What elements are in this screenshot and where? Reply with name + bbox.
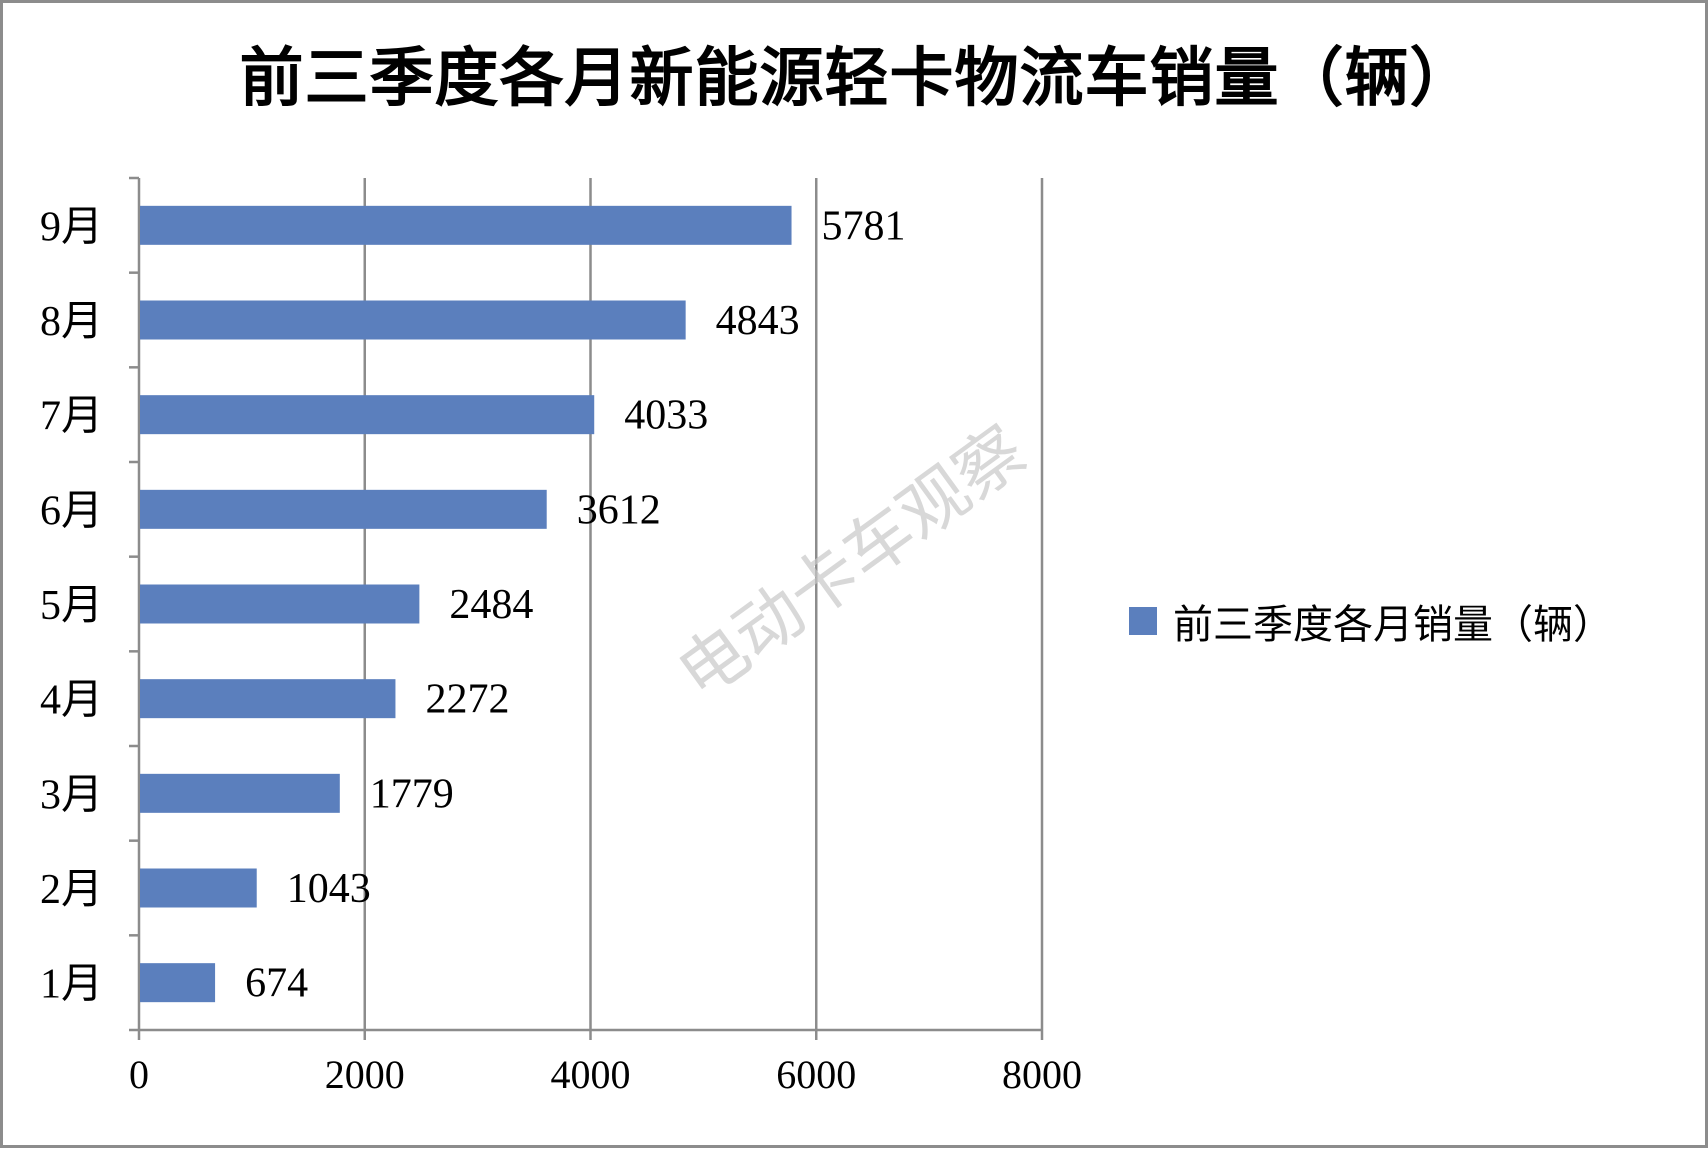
category-label-4: 4月 [40,678,103,724]
bar-2 [140,868,257,908]
bar-4 [140,679,396,719]
bar-9 [140,205,792,245]
category-label-5: 5月 [40,583,103,629]
bar-8 [140,300,686,340]
data-label-7: 4033 [624,393,708,439]
data-label-4: 2272 [425,677,509,723]
data-label-6: 3612 [577,487,661,533]
data-label-5: 2484 [449,582,533,628]
category-label-1: 1月 [40,962,103,1008]
x-tick-label-8000: 8000 [1002,1052,1082,1097]
x-tick-label-4000: 4000 [551,1052,631,1097]
bar-7 [140,395,595,435]
bar-6 [140,489,547,529]
category-label-8: 8月 [40,299,103,345]
chart-title: 前三季度各月新能源轻卡物流车销量（辆） [239,42,1475,116]
category-label-3: 3月 [40,772,103,818]
data-label-1: 674 [245,961,308,1007]
x-tick-label-6000: 6000 [776,1052,856,1097]
bar-1 [140,963,216,1003]
bars [140,205,792,1003]
data-labels: 674 1043 1779 2272 2484 3612 4033 4843 5781 [245,203,905,1006]
category-label-2: 2月 [40,867,103,913]
bar-5 [140,584,420,624]
data-label-9: 5781 [822,203,906,249]
plot-area: 0 2000 4000 6000 8000 1月 2月 3月 4月 5月 6月 7月 8月 9月 674 1… [40,176,1082,1097]
category-label-7: 7月 [40,394,103,440]
data-label-3: 1779 [370,771,454,817]
category-label-9: 9月 [40,204,103,250]
x-tick-label-2000: 2000 [325,1052,405,1097]
bar-3 [140,773,340,813]
legend: 前三季度各月销量（辆） [1129,593,1613,649]
x-tick-label-0: 0 [129,1052,149,1097]
data-label-8: 4843 [716,298,800,344]
category-label-6: 6月 [40,488,103,534]
axes: 0 2000 4000 6000 8000 1月 2月 3月 4月 5月 6月 7月 8月 9月 [40,176,1082,1097]
legend-label: 前三季度各月销量（辆） [1173,602,1613,648]
data-label-2: 1043 [287,866,371,912]
legend-swatch [1129,607,1157,635]
